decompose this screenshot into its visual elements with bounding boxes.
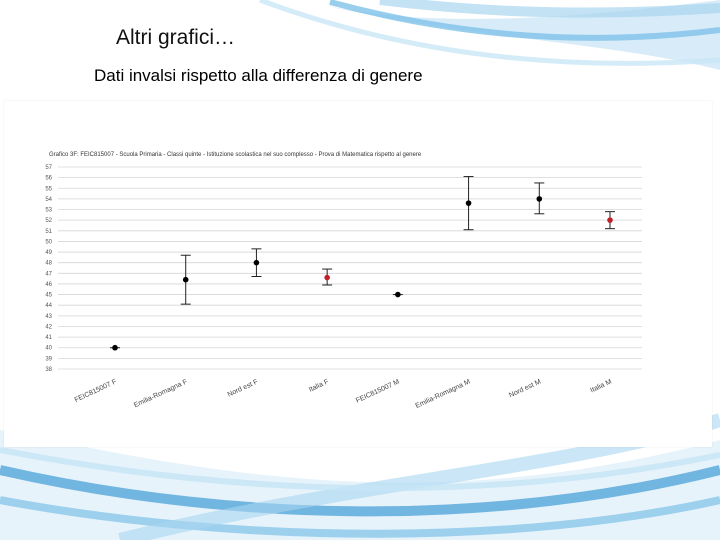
top-wave-line-2 — [379, 0, 720, 18]
y-tick-label: 38 — [45, 367, 52, 373]
y-tick-label: 57 — [45, 165, 52, 171]
y-tick-label: 39 — [45, 356, 52, 362]
data-point — [536, 196, 543, 202]
y-tick-label: 54 — [45, 197, 52, 203]
top-wave-line-3 — [259, 0, 720, 66]
data-marks — [110, 176, 615, 351]
y-tick-label: 42 — [45, 324, 52, 330]
x-category-label: Nord est F — [227, 378, 260, 398]
y-tick-label: 53 — [45, 208, 52, 214]
data-point — [112, 344, 118, 351]
y-tick-label: 50 — [45, 239, 52, 245]
x-category-label: FEIC815007 M — [355, 378, 401, 404]
y-tick-label: 45 — [45, 293, 52, 299]
error-bar-chart: Grafico 3F: FEIC815007 - Scuola Primaria… — [45, 152, 642, 410]
data-point — [607, 217, 613, 223]
y-tick-label: 44 — [45, 303, 52, 309]
slide-subtitle: Dati invalsi rispetto alla differenza di… — [94, 66, 423, 85]
data-point — [324, 274, 330, 281]
data-point — [182, 276, 189, 283]
bottom-wave-line-1 — [0, 465, 720, 517]
x-category-label: Emilia-Romagna F — [133, 378, 188, 409]
y-tick-label: 41 — [45, 335, 52, 341]
top-wave-line-1 — [329, 0, 720, 41]
x-category-label: Nord est M — [508, 378, 542, 399]
y-tick-label: 51 — [45, 229, 52, 235]
y-tick-label: 52 — [45, 218, 52, 224]
slide-title: Altri grafici… — [116, 26, 236, 49]
data-point — [395, 291, 401, 298]
y-tick-label: 47 — [45, 271, 52, 277]
x-category-label: Italia M — [589, 378, 613, 394]
x-category-label: FEIC815007 F — [74, 378, 118, 404]
grid-layer — [58, 166, 642, 370]
y-tick-labels: 57 56 55 54 53 52 51 50 49 48 47 46 45 44 43 42 41 40 39 38 — [45, 165, 52, 373]
y-tick-label: 48 — [45, 261, 52, 267]
bottom-wave-line-2 — [0, 496, 720, 538]
y-tick-label: 55 — [45, 186, 52, 192]
y-tick-label: 46 — [45, 282, 52, 288]
y-tick-label: 49 — [45, 250, 52, 256]
data-point — [465, 200, 472, 206]
x-category-label: Italia F — [308, 378, 330, 393]
y-tick-label: 56 — [45, 176, 52, 182]
bottom-wave-line-4 — [0, 447, 720, 492]
chart-card: Grafico 3F: FEIC815007 - Scuola Primaria… — [4, 101, 712, 447]
x-category-labels: FEIC815007 F Emilia-Romagna F Nord est F It… — [74, 378, 613, 410]
chart-title: Grafico 3F: FEIC815007 - Scuola Primaria… — [49, 152, 422, 158]
y-tick-label: 43 — [45, 314, 52, 320]
x-category-label: Emilia-Romagna M — [415, 378, 472, 410]
data-point — [253, 259, 260, 266]
y-tick-label: 40 — [45, 346, 52, 352]
